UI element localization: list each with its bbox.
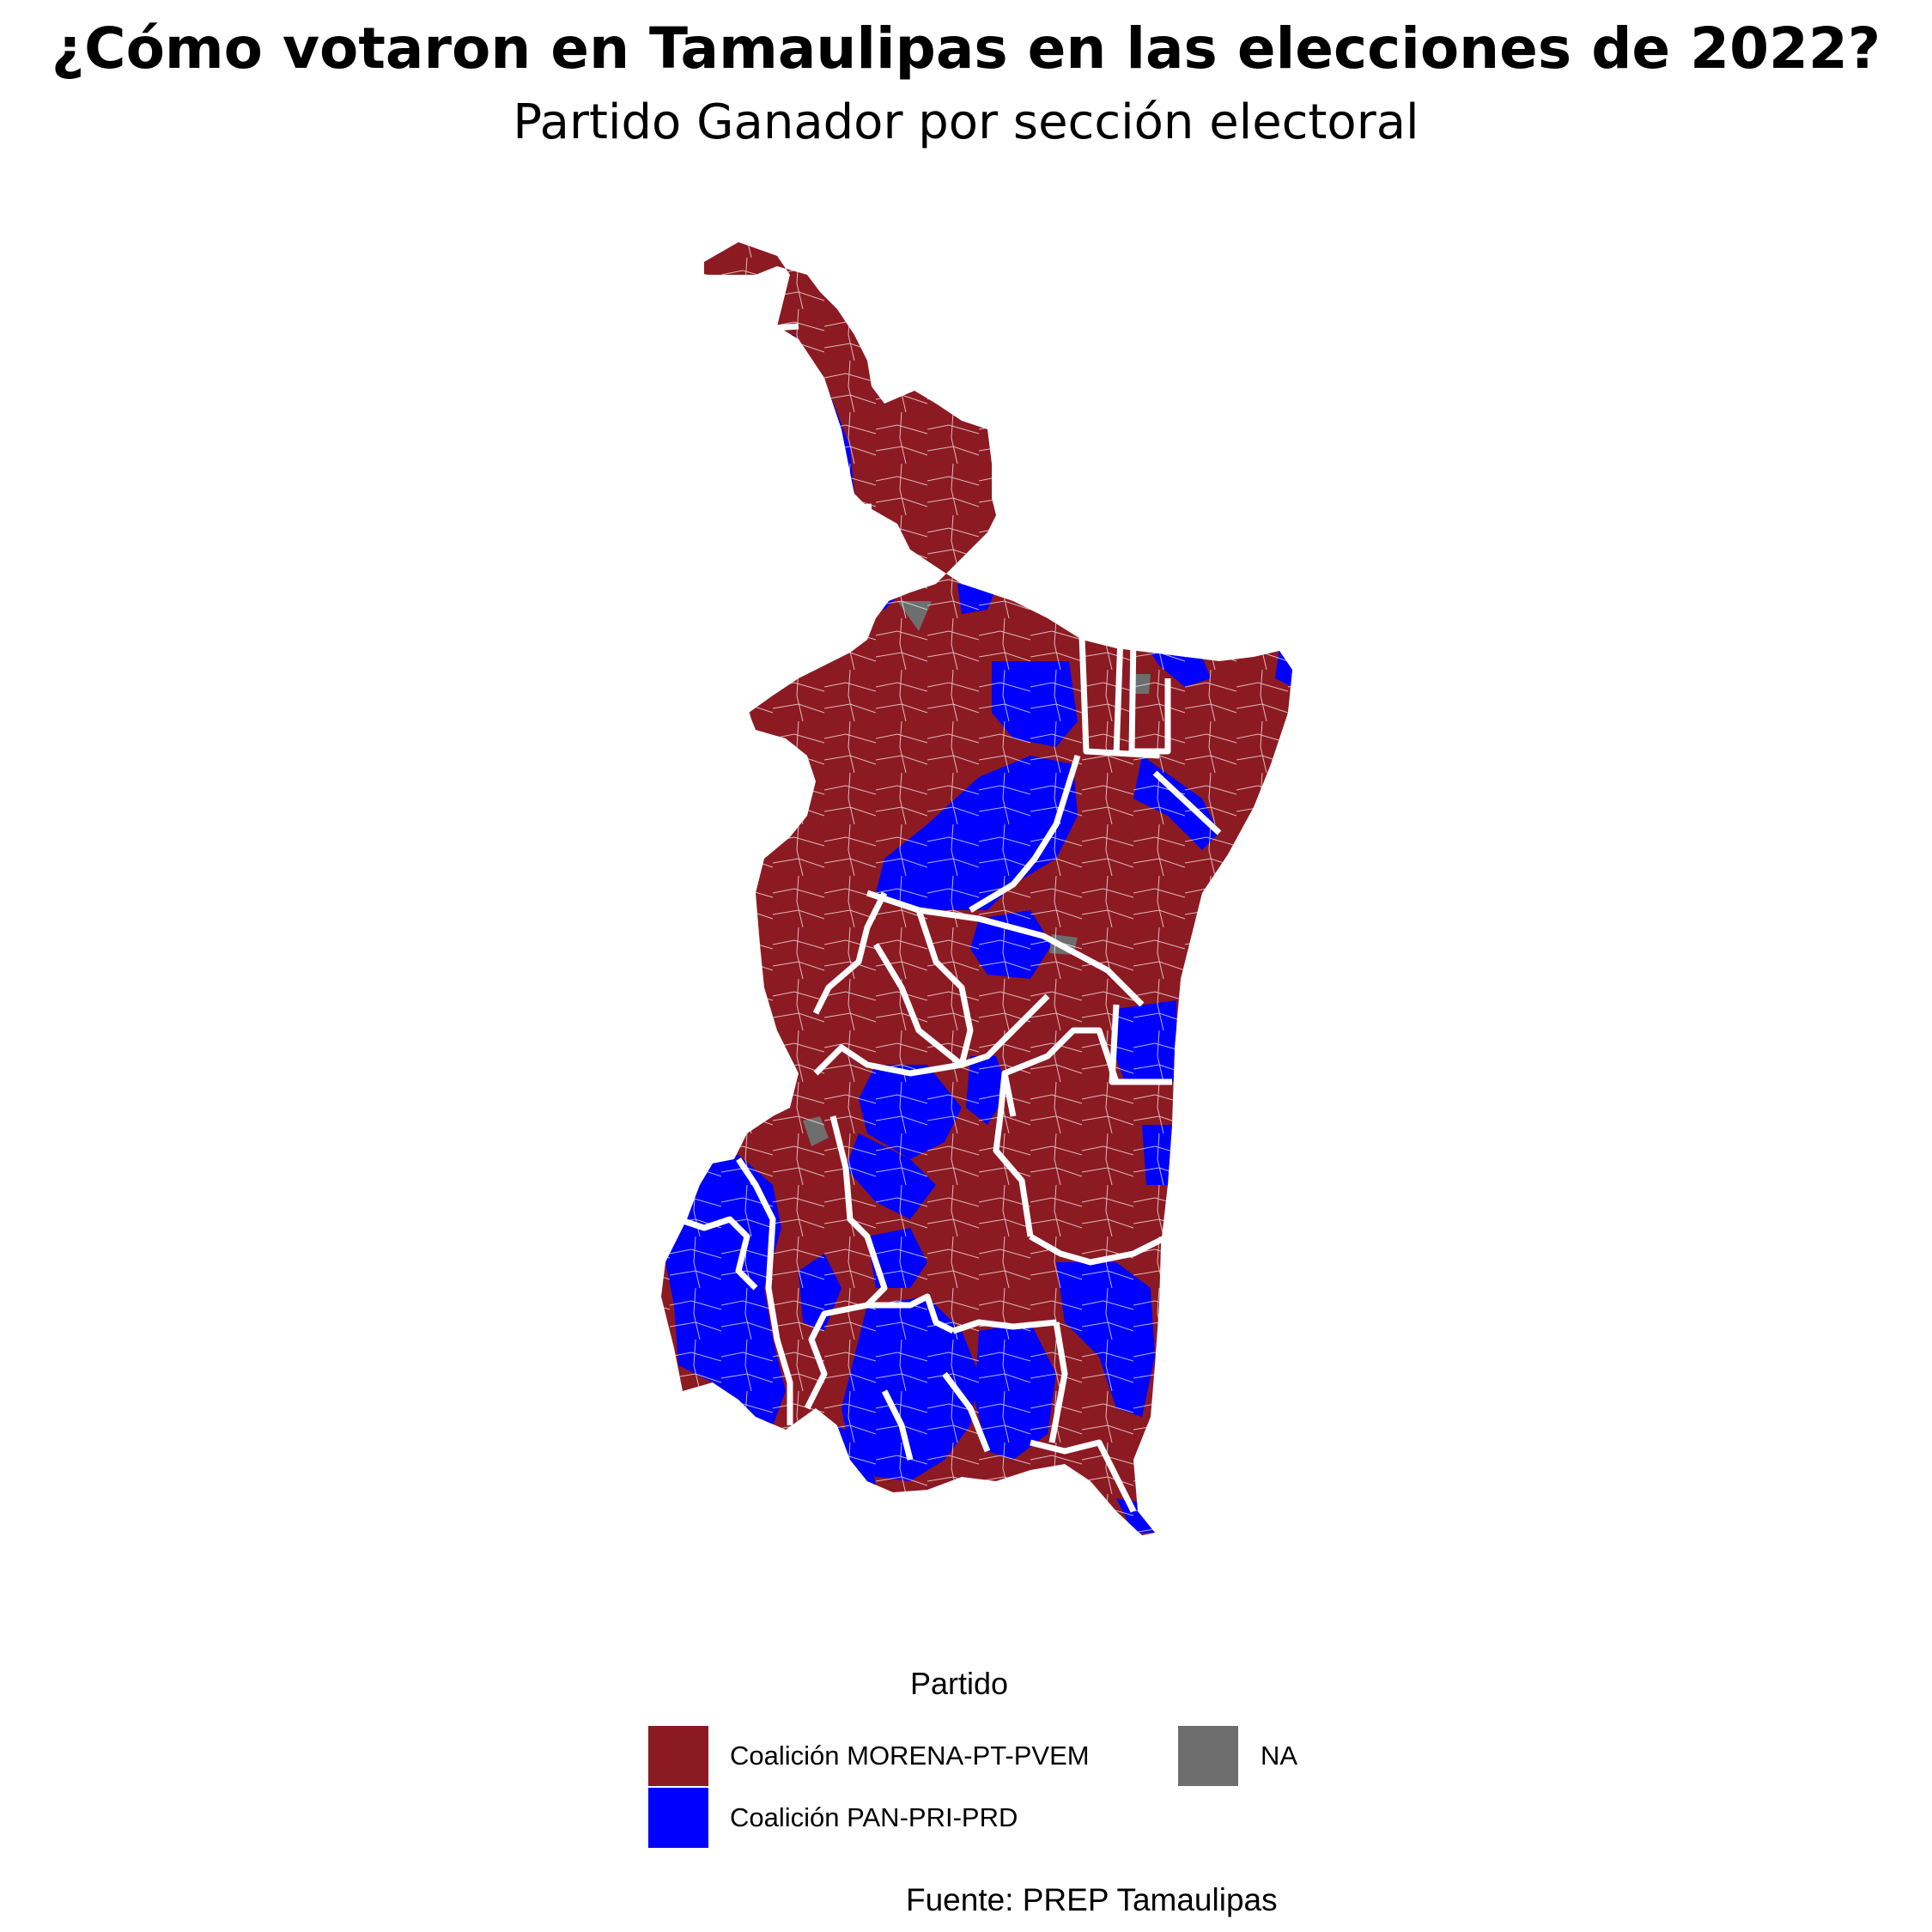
legend-label-pan: Coalición PAN-PRI-PRD <box>730 1802 1018 1832</box>
legend-label-morena: Coalición MORENA-PT-PVEM <box>730 1741 1090 1771</box>
legend-swatch-na <box>1178 1726 1238 1786</box>
caption-source: Fuente: PREP Tamaulipas <box>906 1882 1278 1917</box>
legend-title: Partido <box>910 1666 1009 1701</box>
chart-title: ¿Cómo votaron en Tamaulipas en las elecc… <box>51 15 1881 82</box>
legend-label-na: NA <box>1261 1741 1298 1771</box>
legend-swatch-morena <box>648 1726 708 1786</box>
pan-region-reynosa <box>811 511 867 571</box>
chart-subtitle: Partido Ganador por sección electoral <box>513 94 1419 150</box>
municipality-boundaries <box>677 323 1222 1513</box>
legend-swatch-pan <box>648 1788 708 1848</box>
